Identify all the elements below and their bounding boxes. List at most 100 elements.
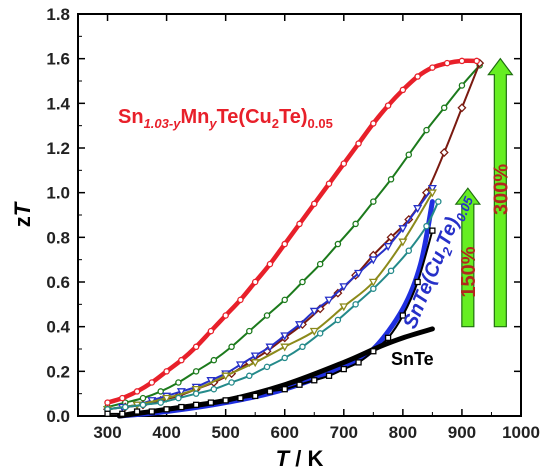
data-point	[235, 361, 245, 370]
data-point	[210, 385, 218, 393]
label-part: Te)	[279, 106, 308, 128]
series-line	[106, 229, 434, 415]
sn-mn-series-label: Sn1.03-yMnyTe(Cu2Te)0.05	[118, 106, 333, 131]
series-layer	[103, 57, 485, 419]
data-point	[119, 394, 126, 402]
axes: 300 400 500 600 700 800 900 1000 0.0 0.2 0.4 0.6 0.8…	[10, 5, 540, 471]
data-point	[405, 247, 413, 254]
data-point	[119, 410, 126, 417]
data-point	[399, 312, 407, 319]
label-part: SnTe(Cu	[399, 248, 450, 332]
data-point	[352, 220, 359, 228]
data-point	[383, 243, 393, 251]
data-point	[435, 198, 442, 205]
data-point	[340, 160, 348, 167]
y-tick-label: 1.0	[46, 184, 70, 203]
data-point	[250, 359, 260, 368]
data-point	[228, 343, 235, 351]
data-point	[296, 220, 303, 228]
data-point	[429, 227, 436, 234]
series-line	[106, 187, 434, 411]
snte-series-label: SnTe	[391, 349, 434, 369]
data-point	[354, 269, 364, 278]
annotation-layer: Sn1.03-yMnyTe(Cu2Te)0.05SnTe(Cu2Te)0.05S…	[118, 106, 512, 369]
data-point	[299, 278, 306, 286]
data-point	[398, 225, 408, 234]
data-point	[281, 296, 288, 304]
y-tick-label: 0.2	[46, 362, 70, 381]
data-point	[339, 303, 349, 312]
data-point	[228, 379, 235, 386]
data-point	[162, 394, 172, 403]
label-part: Mn	[180, 106, 209, 128]
data-point	[104, 410, 111, 417]
data-point	[325, 372, 333, 379]
y-tick-label: 0.0	[46, 407, 70, 426]
data-point	[339, 283, 349, 292]
data-point	[398, 238, 408, 247]
x-tick-label: 900	[448, 423, 476, 442]
data-point	[413, 205, 423, 214]
data-point	[207, 327, 215, 335]
data-point	[281, 354, 288, 362]
x-axis-title: T / K	[276, 446, 324, 471]
data-point	[325, 180, 333, 187]
y-axis-T: T	[10, 201, 35, 216]
data-point	[263, 312, 271, 319]
data-point	[309, 307, 319, 316]
series-line	[106, 64, 481, 409]
data-point	[176, 388, 186, 397]
data-point	[250, 352, 260, 361]
arrow-layer	[454, 57, 514, 328]
data-point	[222, 397, 229, 404]
data-point	[252, 392, 259, 400]
y-tick-label: 1.8	[46, 5, 70, 24]
data-point	[370, 198, 377, 205]
data-point	[265, 343, 275, 352]
label-sub: y	[208, 116, 217, 131]
x-tick-label: 300	[93, 423, 121, 442]
data-point	[148, 379, 156, 386]
x-tick-label: 400	[152, 423, 180, 442]
increase-arrow-1	[487, 57, 514, 328]
x-tick-label: 800	[389, 423, 417, 442]
data-point	[222, 312, 229, 319]
series-5	[104, 198, 442, 413]
data-point	[458, 82, 466, 89]
data-point	[427, 189, 437, 198]
data-point	[246, 372, 253, 380]
data-point	[263, 363, 271, 371]
data-point	[139, 401, 147, 409]
x-tick-label: 500	[211, 423, 239, 442]
x-tick-label: 1000	[502, 423, 540, 442]
data-point	[384, 102, 392, 109]
data-point	[178, 403, 185, 411]
series-0	[104, 57, 480, 406]
data-point	[387, 267, 395, 275]
y-tick-label: 0.6	[46, 273, 70, 292]
data-point	[334, 316, 342, 324]
data-point	[405, 151, 413, 158]
data-point	[399, 86, 407, 94]
percent-300-label: 300%	[490, 164, 512, 215]
data-point	[370, 120, 377, 127]
data-point	[280, 332, 290, 341]
data-point	[178, 356, 185, 364]
data-point	[387, 176, 395, 183]
data-point	[192, 401, 200, 408]
data-point	[192, 343, 200, 351]
data-point	[133, 388, 141, 395]
label-part: Sn	[118, 106, 144, 128]
label-sub: 1.03-y	[144, 116, 182, 131]
data-point	[429, 64, 436, 71]
label-sub: 2	[272, 116, 279, 131]
data-point	[122, 403, 129, 411]
data-point	[163, 368, 170, 375]
data-point	[280, 343, 290, 352]
data-point	[324, 296, 334, 305]
data-point	[175, 394, 182, 402]
increase-arrow-0	[454, 187, 482, 328]
x-tick-label: 700	[330, 423, 358, 442]
data-point	[355, 140, 362, 147]
data-point	[175, 379, 182, 386]
